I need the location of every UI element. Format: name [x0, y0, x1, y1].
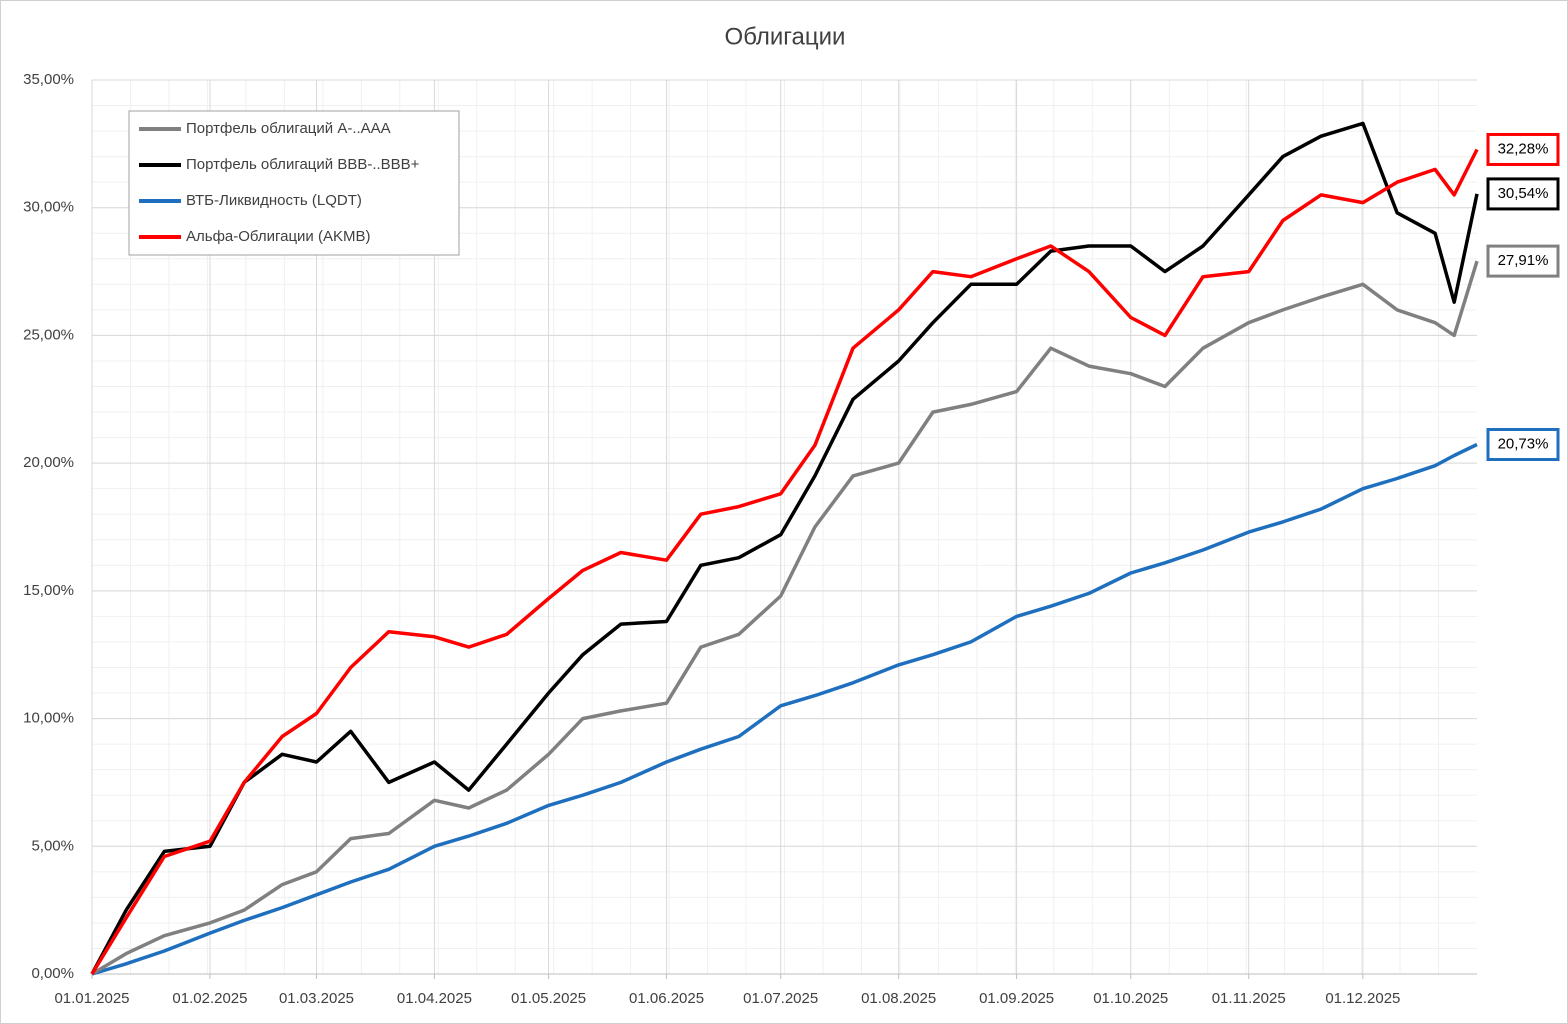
legend-label: Альфа-Облигации (AKMB) [186, 228, 370, 245]
legend-label: Портфель облигаций А-..ААА [186, 120, 391, 137]
y-tick-label: 10,00% [23, 710, 74, 727]
y-tick-label: 20,00% [23, 454, 74, 471]
chart-title: Облигации [725, 23, 846, 50]
y-tick-label: 25,00% [23, 326, 74, 343]
x-tick-label: 01.04.2025 [397, 990, 472, 1007]
x-tick-label: 01.12.2025 [1325, 990, 1400, 1007]
y-tick-label: 30,00% [23, 199, 74, 216]
series-line [91, 442, 1478, 976]
x-tick-label: 01.11.2025 [1212, 990, 1286, 1007]
x-tick-label: 01.08.2025 [861, 990, 936, 1007]
y-tick-label: 0,00% [31, 965, 74, 982]
series-line [90, 148, 1479, 975]
end-label-box [1486, 244, 1560, 278]
legend-box [128, 110, 460, 256]
x-tick-label: 01.09.2025 [979, 990, 1054, 1007]
legend-label: Портфель облигаций BBB-..BBB+ [186, 156, 420, 173]
series-line [91, 260, 1479, 976]
x-tick-label: 01.03.2025 [279, 990, 354, 1007]
y-tick-label: 15,00% [23, 582, 74, 599]
y-tick-label: 5,00% [31, 837, 74, 854]
x-tick-label: 01.02.2025 [172, 990, 247, 1007]
end-label-box [1486, 177, 1560, 211]
x-tick-label: 01.07.2025 [743, 990, 818, 1007]
end-label: 27,91% [1498, 252, 1549, 269]
x-tick-label: 01.01.2025 [54, 990, 129, 1007]
x-tick-label: 01.06.2025 [629, 990, 704, 1007]
end-label: 30,54% [1498, 185, 1549, 202]
x-tick-label: 01.05.2025 [511, 990, 586, 1007]
end-label: 32,28% [1498, 140, 1549, 157]
y-tick-label: 35,00% [23, 71, 74, 88]
end-label-box [1486, 427, 1560, 461]
x-tick-label: 01.10.2025 [1093, 990, 1168, 1007]
legend-label: ВТБ-Ликвидность (LQDT) [186, 192, 362, 209]
end-label: 20,73% [1498, 435, 1549, 452]
end-label-box [1486, 132, 1560, 166]
series-line [90, 121, 1479, 975]
